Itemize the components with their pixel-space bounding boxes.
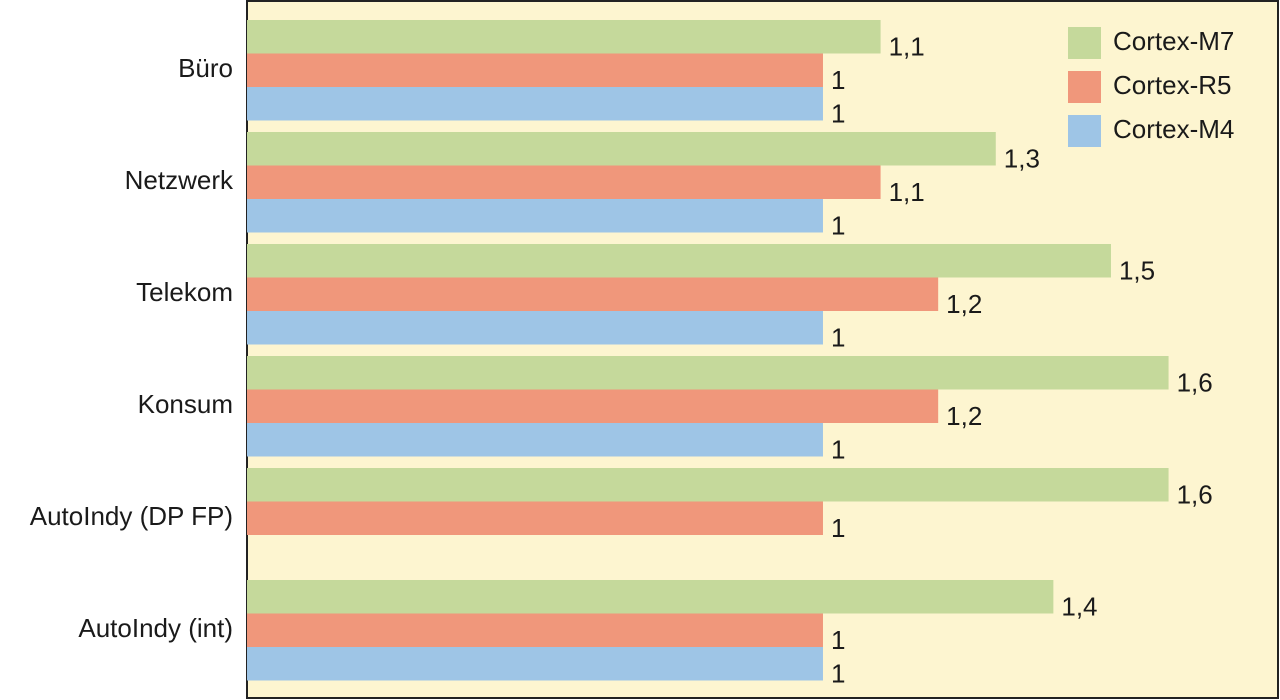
bar bbox=[247, 501, 823, 535]
value-label: 1,1 bbox=[889, 177, 925, 207]
bar bbox=[247, 647, 823, 681]
value-label: 1,3 bbox=[1004, 144, 1040, 174]
bar bbox=[247, 87, 823, 121]
bar bbox=[247, 20, 881, 54]
bar bbox=[247, 468, 1169, 502]
value-label: 1 bbox=[831, 625, 845, 655]
value-label: 1,2 bbox=[946, 289, 982, 319]
bar bbox=[247, 311, 823, 345]
legend-label: Cortex-M7 bbox=[1113, 26, 1234, 56]
bar bbox=[247, 244, 1111, 278]
value-label: 1,5 bbox=[1119, 256, 1155, 286]
value-label: 1 bbox=[831, 659, 845, 689]
value-label: 1 bbox=[831, 513, 845, 543]
y-tick-label: Büro bbox=[178, 53, 233, 83]
value-label: 1 bbox=[831, 65, 845, 95]
bar bbox=[247, 580, 1054, 614]
legend-swatch bbox=[1068, 27, 1101, 59]
bar bbox=[247, 356, 1169, 390]
bar bbox=[247, 613, 823, 647]
legend-label: Cortex-R5 bbox=[1113, 70, 1231, 100]
bar bbox=[247, 389, 939, 423]
y-tick-label: AutoIndy (int) bbox=[78, 613, 233, 643]
y-tick-label: AutoIndy (DP FP) bbox=[30, 501, 233, 531]
bar bbox=[247, 165, 881, 199]
legend-swatch bbox=[1068, 115, 1101, 147]
y-tick-label: Netzwerk bbox=[125, 165, 234, 195]
legend-label: Cortex-M4 bbox=[1113, 114, 1234, 144]
bar bbox=[247, 423, 823, 457]
bar bbox=[247, 277, 939, 311]
bar bbox=[247, 199, 823, 233]
value-label: 1 bbox=[831, 99, 845, 129]
value-label: 1,4 bbox=[1061, 592, 1097, 622]
legend-swatch bbox=[1068, 71, 1101, 103]
value-label: 1,2 bbox=[946, 401, 982, 431]
value-label: 1 bbox=[831, 435, 845, 465]
value-label: 1 bbox=[831, 211, 845, 241]
value-label: 1 bbox=[831, 323, 845, 353]
value-label: 1,1 bbox=[889, 32, 925, 62]
bar bbox=[247, 132, 996, 166]
y-tick-label: Konsum bbox=[138, 389, 233, 419]
bar bbox=[247, 53, 823, 87]
value-label: 1,6 bbox=[1177, 480, 1213, 510]
value-label: 1,6 bbox=[1177, 368, 1213, 398]
y-tick-label: Telekom bbox=[136, 277, 233, 307]
